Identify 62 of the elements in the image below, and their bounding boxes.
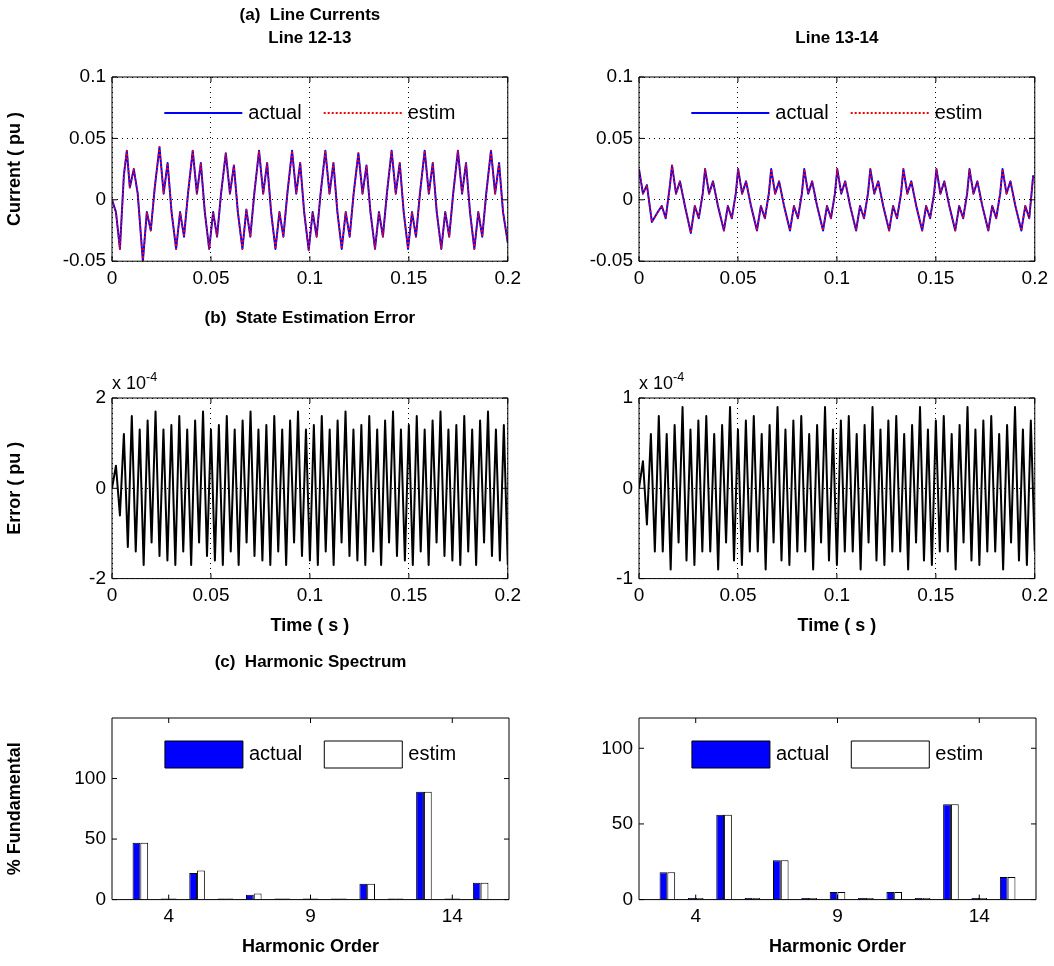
x-tick-label: 14 xyxy=(441,905,464,927)
x-axis-title: Time ( s ) xyxy=(797,615,877,636)
y-tick-label: -0.05 xyxy=(589,249,633,271)
chart-title: (b) State Estimation Error xyxy=(204,308,416,327)
y-tick-label: 1 xyxy=(622,386,633,408)
x-tick-label: 0.1 xyxy=(296,584,324,606)
y-tick-label: 100 xyxy=(601,736,633,758)
x-axis-title: Harmonic Order xyxy=(241,936,380,957)
chart-title: Line 13-14 xyxy=(795,28,880,47)
x-tick-label: 0.2 xyxy=(494,266,521,288)
chart-title: (c) Harmonic Spectrum xyxy=(214,652,407,671)
y-tick-label: -2 xyxy=(89,566,106,588)
x-tick-label: 0.2 xyxy=(494,584,521,606)
y-tick-label: -1 xyxy=(616,566,633,588)
x-tick-label: 0.2 xyxy=(1021,584,1048,606)
x-tick-label: 4 xyxy=(690,905,702,927)
chart-title: (a) Line Currents xyxy=(239,5,381,24)
x-tick-label: 9 xyxy=(832,905,843,927)
x-tick-label: 9 xyxy=(305,905,316,927)
y-tick-label: 2 xyxy=(95,386,106,408)
y-tick-label: 50 xyxy=(84,827,106,849)
y-tick-label: 100 xyxy=(74,766,106,788)
series-label: estim xyxy=(408,741,457,764)
y-axis-title: % Fundamental xyxy=(3,742,24,876)
x-tick-label: 0.15 xyxy=(390,266,428,288)
y-tick-label: 0 xyxy=(95,476,106,498)
x-tick-label: 0.15 xyxy=(917,584,955,606)
y-tick-label: 0.1 xyxy=(606,65,633,87)
y-tick-label: 0.05 xyxy=(596,126,633,148)
text: estim xyxy=(935,741,984,764)
y-tick-label: 0 xyxy=(622,476,633,498)
x-tick-label: 0.05 xyxy=(192,584,230,606)
x-axis-title: Harmonic Order xyxy=(768,936,907,957)
y-tick-label: 0.1 xyxy=(79,65,106,87)
x-tick-label: 0.05 xyxy=(719,584,757,606)
legend-label: actual xyxy=(775,741,830,764)
x-tick-label: 14 xyxy=(968,905,991,927)
legend-label: estim xyxy=(934,100,983,123)
y-tick-label: 50 xyxy=(611,812,633,834)
x-tick-label: 0.1 xyxy=(823,266,851,288)
y-tick-label: 0 xyxy=(622,887,633,909)
y-tick-label: -0.05 xyxy=(62,249,106,271)
legend-label: actual xyxy=(775,100,829,123)
x-tick-label: 0.15 xyxy=(917,266,955,288)
x-tick-label: 4 xyxy=(163,905,175,927)
y-axis-title: Current ( pu ) xyxy=(3,112,24,227)
x-tick-label: 0.05 xyxy=(719,266,757,288)
x-tick-label: 0.1 xyxy=(296,266,324,288)
legend-label: actual xyxy=(248,741,303,764)
y-axis-title: Error ( pu ) xyxy=(3,441,24,535)
y-tick-label: 0 xyxy=(95,188,106,210)
y-tick-label: 0 xyxy=(622,188,633,210)
legend-label: actual xyxy=(248,100,302,123)
x-axis-title: Time ( s ) xyxy=(270,615,350,636)
legend-label: estim xyxy=(407,100,456,123)
x-tick-label: 0.2 xyxy=(1021,266,1048,288)
x-tick-label: 0.15 xyxy=(390,584,428,606)
y-tick-label: 0 xyxy=(95,887,106,909)
x-tick-label: 0.05 xyxy=(192,266,230,288)
y-tick-label: 0.05 xyxy=(69,126,106,148)
chart-subtitle: Line 12-13 xyxy=(268,28,352,47)
x-tick-label: 0.1 xyxy=(823,584,851,606)
